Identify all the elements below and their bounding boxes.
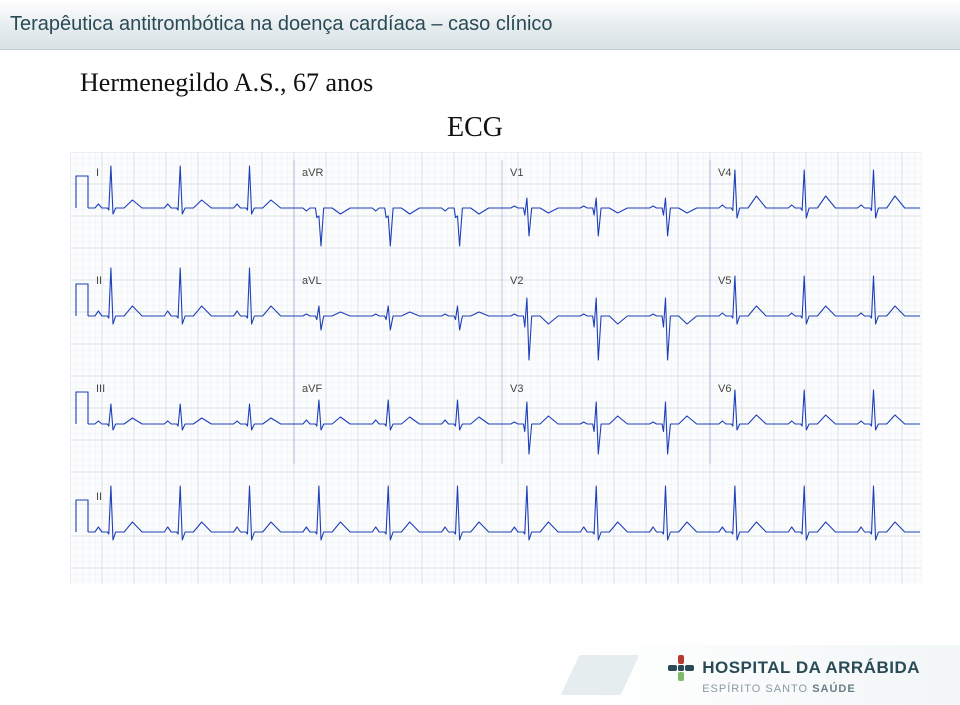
slide-content: Hermenegildo A.S., 67 anos ECG IaVRV1V4I… — [0, 58, 960, 645]
hospital-name: HOSPITAL DA ARRÁBIDA — [702, 658, 920, 678]
svg-text:aVF: aVF — [302, 383, 322, 395]
header-band: Terapêutica antitrombótica na doença car… — [0, 0, 960, 50]
svg-text:V2: V2 — [510, 275, 523, 287]
ecg-title: ECG — [20, 112, 930, 144]
svg-text:V6: V6 — [718, 383, 731, 395]
footer-accent-shape — [561, 655, 640, 695]
svg-text:II: II — [96, 491, 102, 503]
svg-text:I: I — [96, 167, 99, 179]
hospital-logo-row: HOSPITAL DA ARRÁBIDA — [668, 655, 920, 681]
ecg-trace-svg: IaVR V1 V4 II aVL V2 V5 III aVF V3 V6 II — [70, 152, 922, 584]
ecg-panel: IaVR V1 V4 II aVL V2 V5 III aVF V3 V6 II — [70, 152, 922, 584]
svg-text:III: III — [96, 383, 105, 395]
hospital-logo: HOSPITAL DA ARRÁBIDA ESPÍRITO SANTO SAÚD… — [668, 655, 920, 695]
tagline-prefix: ESPÍRITO SANTO — [702, 683, 808, 695]
svg-text:II: II — [96, 275, 102, 287]
hospital-tagline: ESPÍRITO SANTO SAÚDE — [702, 683, 855, 695]
cross-icon — [668, 655, 694, 681]
svg-text:V3: V3 — [510, 383, 523, 395]
svg-text:V4: V4 — [718, 167, 731, 179]
svg-text:aVL: aVL — [302, 275, 322, 287]
footer-band: HOSPITAL DA ARRÁBIDA ESPÍRITO SANTO SAÚD… — [0, 645, 960, 705]
svg-text:V5: V5 — [718, 275, 731, 287]
page-title: Terapêutica antitrombótica na doença car… — [10, 13, 553, 36]
svg-text:aVR: aVR — [302, 167, 323, 179]
svg-text:V1: V1 — [510, 167, 523, 179]
patient-line: Hermenegildo A.S., 67 anos — [80, 68, 930, 98]
tagline-bold: SAÚDE — [812, 683, 856, 695]
